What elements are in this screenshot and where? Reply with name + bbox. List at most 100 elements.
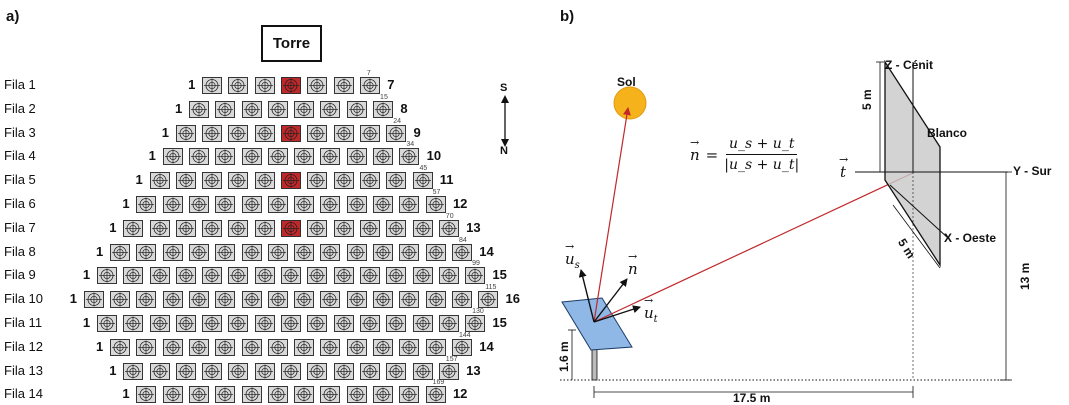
row-last-number: 16: [505, 291, 521, 307]
row-last-number: 14: [479, 338, 494, 354]
heliostat-icon: [373, 291, 393, 309]
row-first-number: 1: [109, 362, 117, 378]
heliostat-icon: [267, 338, 288, 356]
heliostat-icon: [346, 243, 367, 261]
row-end-id: 15: [380, 93, 388, 101]
row-end-id: 115: [485, 284, 497, 292]
heliostat-icon: [373, 100, 393, 118]
panel-b-label: b): [560, 8, 575, 25]
row-label: Fila 3: [4, 124, 36, 140]
heliostat-icon: [386, 362, 407, 380]
tower-height-label: 13 m: [1018, 262, 1032, 290]
heliostat-icon: [320, 148, 341, 166]
row-end-id: 130: [472, 308, 484, 315]
heliostat-icon: [438, 315, 459, 332]
row-first-number: 1: [148, 148, 156, 164]
heliostat-height-label: 1.6 m: [557, 341, 571, 372]
heliostat-icon: [425, 196, 446, 213]
heliostat-marked-icon: [281, 77, 301, 94]
heliostat-icon: [346, 196, 367, 213]
heliostat-icon: [346, 148, 367, 166]
heliostat-icon: [294, 291, 315, 309]
heliostat-icon: [359, 124, 380, 142]
heliostat-icon: [215, 100, 236, 118]
row-label: Fila 12: [4, 338, 44, 354]
heliostat-marked-icon: [281, 124, 301, 142]
heliostat-icon: [228, 172, 249, 190]
heliostat-icon: [333, 219, 354, 237]
row-last-number: 11: [439, 172, 454, 188]
heliostat-icon: [215, 291, 236, 309]
heliostat-icon: [267, 100, 288, 118]
heliostat-icon: [162, 243, 183, 261]
row-first-number: 1: [96, 243, 104, 259]
heliostat-icon: [333, 172, 354, 190]
heliostat-icon: [215, 243, 236, 261]
row-first-number: 1: [122, 196, 130, 211]
row-last-number: 9: [413, 124, 421, 140]
heliostat-icon: [386, 124, 407, 142]
row-label: Fila 10: [4, 291, 44, 307]
heliostat-icon: [149, 315, 170, 332]
heliostat-icon: [110, 338, 130, 356]
heliostat-icon: [175, 362, 196, 380]
heliostat-icon: [399, 386, 420, 404]
heliostat-icon: [451, 338, 472, 356]
heliostat-icon: [123, 315, 144, 332]
target-label: Blanco: [927, 126, 968, 140]
heliostat-icon: [215, 148, 236, 166]
row-label: Fila 5: [4, 172, 36, 188]
row-first-number: 1: [96, 338, 104, 354]
heliostat-icon: [281, 267, 301, 285]
heliostat-icon: [162, 338, 183, 356]
x-axis-line: [889, 184, 949, 239]
heliostat-icon: [373, 148, 393, 166]
heliostat-icon: [294, 386, 315, 404]
row-first-number: 1: [122, 386, 130, 402]
heliostat-icon: [320, 100, 341, 118]
heliostat-icon: [136, 243, 157, 261]
row-end-id: 57: [432, 189, 441, 196]
row-last-number: 14: [479, 243, 494, 259]
heliostat-icon: [241, 100, 262, 118]
heliostat-icon: [267, 196, 288, 213]
heliostat-icon: [188, 148, 209, 166]
compass-arrow-icon: [501, 95, 509, 147]
heliostat-icon: [373, 386, 393, 404]
row-end-id: 34: [406, 141, 415, 149]
heliostat-icon: [123, 219, 144, 237]
compass-north-label: N: [500, 145, 508, 157]
tower-box: Torre: [261, 25, 322, 62]
target-width-dim-line: [892, 204, 941, 269]
heliostat-icon: [307, 172, 328, 190]
heliostat-icon: [412, 267, 433, 285]
row-end-id: 144: [458, 331, 471, 339]
vector-ut-label: → ut: [644, 294, 658, 325]
row-first-number: 1: [82, 315, 91, 330]
sun-label: Sol: [617, 75, 636, 89]
heliostat-icon: [373, 338, 393, 356]
heliostat-icon: [162, 148, 183, 166]
heliostat-icon: [412, 219, 433, 237]
heliostat-icon: [320, 386, 341, 404]
heliostat-icon: [307, 219, 328, 237]
heliostat-icon: [215, 196, 236, 213]
heliostat-icon: [202, 219, 223, 237]
heliostat-icon: [451, 243, 472, 261]
heliostat-icon: [228, 315, 249, 332]
row-label: Fila 9: [4, 267, 36, 283]
distance-label: 17.5 m: [733, 391, 771, 405]
heliostat-icon: [412, 172, 433, 190]
heliostat-icon: [307, 315, 328, 332]
heliostat-icon: [188, 386, 209, 404]
heliostat-icon: [215, 386, 236, 404]
heliostat-icon: [267, 386, 288, 404]
heliostat-icon: [228, 362, 249, 380]
row-end-id: 70: [445, 212, 454, 220]
row-last-number: 13: [466, 219, 481, 235]
vector-n-label: → n: [628, 250, 638, 278]
heliostat-icon: [241, 243, 262, 261]
vector-us-label: → us: [565, 240, 580, 271]
panel-a-label: a): [6, 8, 20, 25]
heliostat-icon: [425, 338, 446, 356]
